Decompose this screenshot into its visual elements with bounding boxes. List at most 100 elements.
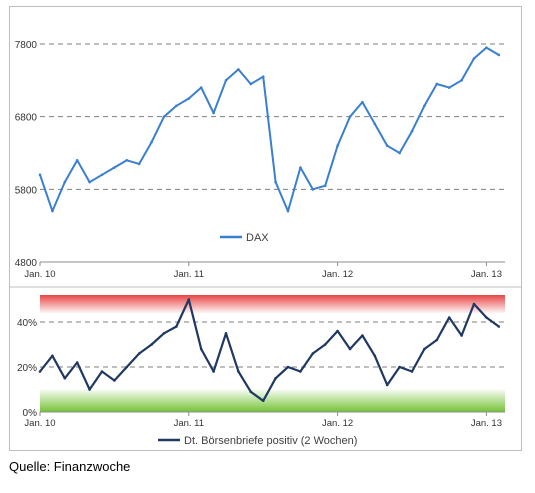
dax-point — [311, 188, 315, 191]
dax-point — [299, 166, 302, 169]
sentiment-point — [75, 361, 79, 364]
sentiment-point — [261, 399, 265, 403]
legend-label-dax: DAX — [246, 232, 269, 244]
dax-point — [75, 158, 79, 162]
sentiment-point — [237, 370, 240, 373]
dax-point — [88, 180, 91, 184]
dax-point — [175, 104, 178, 108]
legend-label-sentiment: Dt. Börsenbriefe positiv (2 Wochen) — [184, 435, 357, 447]
y-tick-label-7800: 7800 — [15, 40, 38, 51]
sentiment-point — [63, 376, 67, 380]
sentiment-point — [398, 365, 401, 369]
dax-point — [224, 79, 228, 82]
x-tick-label-top-1: Jan. 11 — [174, 269, 204, 280]
sentiment-point — [162, 331, 166, 335]
x-tick-label-bottom-2: Jan. 12 — [322, 418, 353, 429]
sentiment-point — [323, 343, 327, 346]
dax-point — [435, 82, 439, 86]
sentiment-point — [447, 316, 451, 319]
chart-canvas: 4800 5800 6800 7800 Jan. 10 Jan. 11 Jan. 12 Jan… — [10, 40, 521, 447]
dax-point — [125, 158, 129, 162]
dax-point — [274, 180, 277, 184]
x-tick-label-bottom-1: Jan. 11 — [174, 418, 204, 429]
sentiment-point — [373, 354, 377, 358]
x-tick-label-bottom-0: Jan. 10 — [24, 418, 55, 429]
sentiment-point — [497, 325, 501, 328]
dax-point — [398, 151, 401, 155]
dax-point — [286, 209, 290, 213]
x-tick-label-top-2: Jan. 12 — [322, 269, 353, 280]
y-tick-label-pct-20: 20% — [17, 363, 37, 374]
sentiment-point — [460, 334, 463, 337]
sentiment-point — [137, 352, 141, 355]
sentiment-point — [385, 383, 389, 387]
sentiment-point — [410, 370, 414, 373]
dax-point — [261, 75, 265, 78]
sentiment-point — [336, 329, 339, 333]
dax-point — [410, 129, 414, 133]
dax-point — [460, 79, 463, 82]
dax-point — [336, 144, 339, 148]
sentiment-point — [423, 347, 426, 351]
sentiment-point — [187, 298, 191, 301]
sentiment-point — [485, 316, 488, 319]
sentiment-point — [113, 379, 116, 382]
x-tick-label-top-0: Jan. 10 — [24, 269, 55, 280]
sentiment-point — [125, 365, 129, 369]
red-zone-band — [40, 295, 505, 313]
dax-point — [348, 115, 352, 118]
sentiment-point — [38, 370, 42, 373]
dax-point — [100, 173, 104, 177]
sentiment-point — [100, 370, 104, 373]
sentiment-point — [311, 352, 315, 355]
y-tick-label-4800: 4800 — [15, 258, 38, 269]
sentiment-point — [472, 302, 476, 306]
sentiment-point — [224, 331, 228, 335]
green-zone-band — [40, 389, 505, 412]
dax-point — [51, 209, 54, 213]
x-tick-label-top-3: Jan. 13 — [471, 269, 502, 280]
dax-point — [447, 86, 451, 89]
dax-point — [361, 100, 364, 104]
sentiment-point — [361, 334, 364, 337]
chart-frame: 4800 5800 6800 7800 Jan. 10 Jan. 11 Jan. 12 Jan… — [9, 6, 522, 451]
dax-point — [323, 184, 327, 187]
sentiment-point — [212, 370, 215, 373]
sentiment-point — [51, 354, 54, 358]
sentiment-point — [175, 325, 178, 328]
sentiment-series-line — [39, 298, 500, 402]
sentiment-point — [435, 338, 439, 342]
dax-point — [212, 111, 215, 115]
dax-point — [423, 104, 426, 108]
dax-point — [38, 173, 42, 177]
y-tick-label-5800: 5800 — [15, 185, 38, 196]
dax-point — [249, 82, 253, 86]
dax-point — [63, 180, 67, 184]
sentiment-point — [348, 347, 352, 351]
dax-point — [237, 68, 240, 71]
dax-point — [199, 86, 203, 89]
dax-point — [150, 140, 153, 144]
dax-point — [385, 144, 389, 148]
y-tick-label-pct-40: 40% — [17, 318, 37, 329]
sentiment-point — [286, 365, 290, 369]
y-tick-label-pct-0: 0% — [23, 408, 38, 419]
dax-point — [472, 57, 476, 60]
sentiment-point — [249, 390, 253, 394]
dax-point — [485, 46, 488, 49]
dax-point — [137, 162, 141, 166]
dax-point — [162, 115, 166, 118]
sentiment-point — [274, 376, 277, 380]
dax-point — [187, 97, 191, 100]
dax-series-line — [39, 46, 500, 213]
source-note: Quelle: Finanzwoche — [9, 459, 131, 474]
dax-point — [373, 122, 377, 126]
y-tick-label-6800: 6800 — [15, 113, 38, 124]
sentiment-point — [199, 347, 203, 351]
sentiment-point — [88, 388, 91, 391]
sentiment-point — [150, 343, 153, 346]
dax-point — [497, 53, 501, 57]
x-tick-label-bottom-3: Jan. 13 — [471, 418, 502, 429]
dax-point — [113, 166, 116, 169]
sentiment-point — [299, 370, 302, 373]
